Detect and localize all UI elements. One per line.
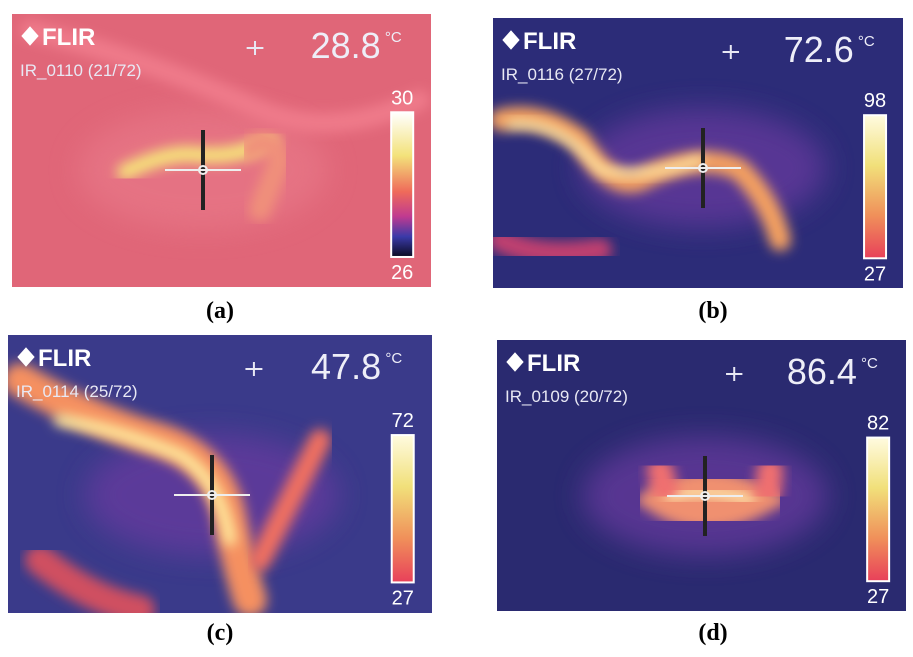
scale-max: 82	[867, 413, 889, 435]
thermal-image: FLIR IR_0116 (27/72) 72.6 °C 98 27	[493, 18, 903, 288]
logo: FLIR	[523, 28, 576, 55]
crosshair-center	[700, 491, 710, 501]
caption: (c)	[207, 620, 234, 646]
temperature: 86.4	[787, 351, 857, 392]
unit: °C	[385, 350, 402, 367]
logo: FLIR	[42, 24, 95, 51]
heat-region	[239, 131, 292, 221]
heat-region	[506, 120, 704, 178]
logo: FLIR	[38, 345, 91, 372]
crosshair-center	[207, 490, 217, 500]
file-name: IR_0110 (21/72)	[20, 61, 142, 80]
heat-region	[493, 106, 791, 251]
unit: °C	[385, 29, 402, 46]
scale-min: 27	[392, 587, 414, 609]
caption: (b)	[698, 298, 727, 324]
thermal-image: FLIR IR_0114 (25/72) 47.8 °C 72 27	[8, 335, 432, 613]
temperature: 28.8	[311, 25, 381, 66]
scale-max: 98	[864, 90, 886, 112]
heat-region	[54, 414, 236, 546]
flir-icon	[21, 26, 39, 46]
temperature: 47.8	[311, 346, 381, 387]
flir-icon	[506, 352, 524, 372]
flir-icon	[502, 30, 520, 50]
unit: °C	[861, 355, 878, 372]
logo: FLIR	[527, 350, 580, 377]
heat-region	[25, 545, 155, 613]
heat-region	[249, 429, 331, 571]
temperature: 72.6	[784, 29, 854, 70]
heat-region	[647, 457, 783, 505]
color-scale	[390, 111, 415, 258]
heat-region	[8, 363, 267, 613]
heat-region	[493, 228, 612, 266]
color-scale	[863, 114, 888, 260]
file-name: IR_0116 (27/72)	[501, 65, 623, 84]
caption: (d)	[698, 620, 727, 646]
crosshair-center	[198, 165, 208, 175]
scale-min: 27	[864, 263, 886, 285]
color-scale	[866, 436, 891, 583]
crosshair-center	[698, 163, 708, 173]
flir-icon	[17, 347, 35, 367]
file-name: IR_0114 (25/72)	[16, 382, 138, 401]
caption: (a)	[206, 298, 234, 324]
heat-region	[20, 20, 430, 133]
scale-max: 72	[392, 410, 414, 432]
scale-min: 26	[391, 262, 413, 284]
file-name: IR_0109 (20/72)	[505, 387, 628, 406]
thermal-image: FLIR IR_0110 (21/72) 28.8 °C 30 26	[12, 14, 431, 287]
unit: °C	[858, 33, 875, 50]
color-scale	[390, 434, 415, 584]
scale-min: 27	[867, 586, 889, 608]
scale-max: 30	[391, 87, 413, 109]
thermal-image: FLIR IR_0109 (20/72) 86.4 °C 82 27	[497, 340, 906, 611]
